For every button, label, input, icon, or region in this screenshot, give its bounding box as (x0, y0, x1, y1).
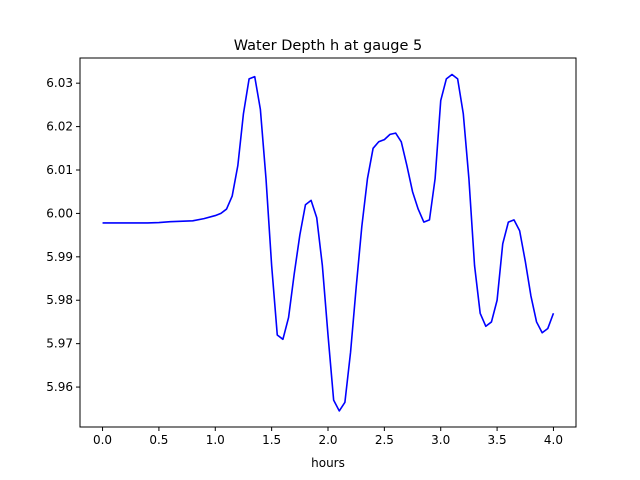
plot-area: 0.0 0.5 1.0 1.5 2.0 2.5 3.0 3.5 4.0 5.96 5.97 5.98 5… (46, 57, 577, 447)
x-tick-label: 1.5 (262, 433, 281, 447)
x-tick-label: 4.0 (544, 433, 563, 447)
y-tick-label: 6.00 (46, 206, 73, 220)
x-tick-label: 2.0 (318, 433, 337, 447)
x-tick-label: 0.0 (93, 433, 112, 447)
y-tick-label: 5.97 (46, 337, 73, 351)
x-tick-label: 3.5 (488, 433, 507, 447)
y-tick-label: 5.99 (46, 250, 73, 264)
plot-frame (79, 57, 577, 428)
x-tick-label: 0.5 (149, 433, 168, 447)
y-tick-label: 5.96 (46, 380, 73, 394)
x-tick-label: 1.0 (206, 433, 225, 447)
y-tick-label: 6.03 (46, 76, 73, 90)
series-line-0 (102, 73, 555, 412)
x-tick-label: 2.5 (375, 433, 394, 447)
chart-title: Water Depth h at gauge 5 (234, 38, 422, 54)
x-tick-label: 3.0 (431, 433, 450, 447)
y-tick-label: 6.01 (46, 163, 73, 177)
x-axis-label: hours (311, 456, 345, 470)
y-tick-label: 6.02 (46, 120, 73, 134)
y-tick-label: 5.98 (46, 293, 73, 307)
